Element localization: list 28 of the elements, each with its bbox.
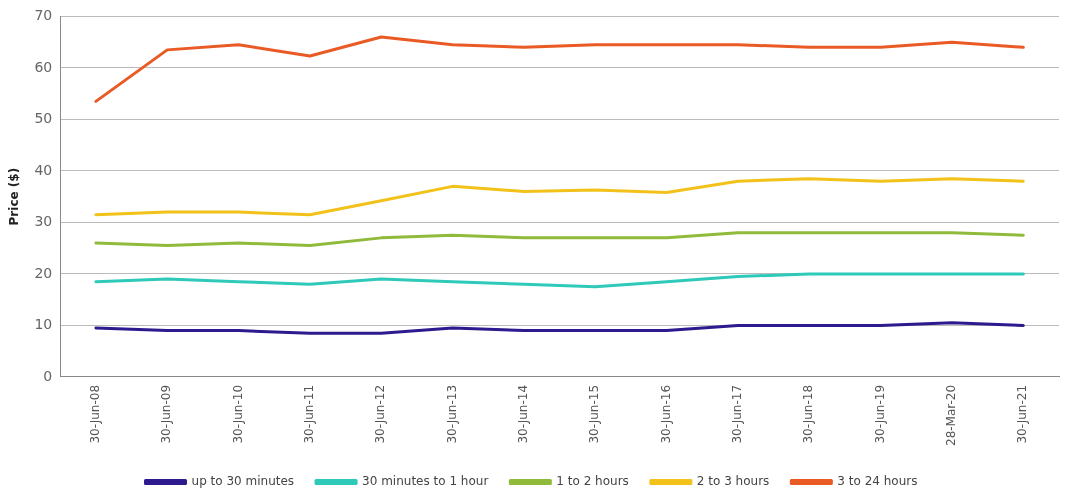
- x-tick-label: 30-Jun-18: [801, 384, 816, 444]
- y-tick-label: 20: [34, 264, 53, 281]
- y-tick-label: 70: [34, 7, 53, 24]
- y-axis-title: Price ($): [7, 167, 22, 226]
- x-tick-label: 30-Jun-11: [302, 384, 317, 444]
- legend-label: 1 to 2 hours: [556, 474, 629, 489]
- y-tick-label: 50: [34, 110, 53, 127]
- x-tick-label: 30-Jun-14: [516, 384, 531, 444]
- x-tick-label: 30-Jun-21: [1015, 384, 1030, 444]
- x-tick-label: 30-Jun-17: [730, 384, 745, 444]
- y-tick-label: 30: [34, 213, 53, 230]
- x-tick-label: 30-Jun-08: [88, 384, 103, 444]
- legend-label: 30 minutes to 1 hour: [362, 474, 489, 489]
- legend-label: 2 to 3 hours: [696, 474, 770, 489]
- y-tick-label: 0: [43, 367, 53, 384]
- x-tick-label: 30-Jun-10: [230, 384, 245, 444]
- x-tick-label: 30-Jun-19: [872, 384, 887, 444]
- legend-label: 3 to 24 hours: [837, 474, 918, 489]
- y-tick-label: 60: [34, 58, 53, 75]
- y-tick-label: 40: [34, 161, 53, 178]
- x-tick-label: 30-Jun-12: [373, 384, 388, 444]
- x-tick-label: 30-Jun-13: [444, 384, 459, 444]
- x-tick-label: 30-Jun-16: [658, 384, 673, 444]
- legend-label: up to 30 minutes: [191, 474, 295, 489]
- y-tick-label: 10: [34, 316, 53, 333]
- x-tick-label: 30-Jun-15: [587, 384, 602, 444]
- x-tick-label: 30-Jun-09: [159, 384, 174, 444]
- x-tick-label: 28-Mar-20: [944, 384, 959, 447]
